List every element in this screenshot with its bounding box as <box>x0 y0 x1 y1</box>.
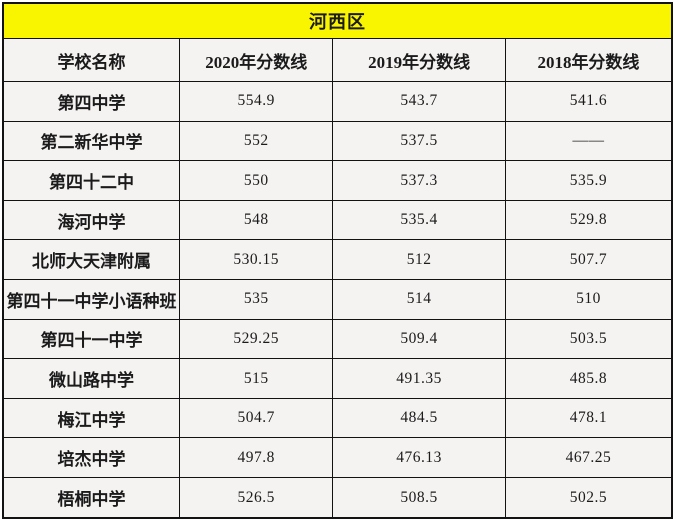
table-row: 第四中学 554.9 543.7 541.6 <box>2 81 673 122</box>
score-2019-cell: 508.5 <box>332 477 506 519</box>
score-2020-cell: 548 <box>179 199 334 241</box>
school-name-cell: 微山路中学 <box>2 358 181 399</box>
score-2020-cell: 554.9 <box>179 81 334 122</box>
score-2020-cell: 550 <box>179 160 334 201</box>
score-2020-cell: 497.8 <box>179 437 334 479</box>
score-2020-cell: 515 <box>179 358 334 399</box>
score-2019-cell: 491.35 <box>332 358 506 399</box>
table-row: 培杰中学 497.8 476.13 467.25 <box>2 437 673 479</box>
score-2018-cell: 507.7 <box>504 239 673 281</box>
table-row: 第四十一中学 529.25 509.4 503.5 <box>2 318 673 360</box>
table-row: 海河中学 548 535.4 529.8 <box>2 199 673 241</box>
score-2020-cell: 526.5 <box>179 477 334 519</box>
school-name-cell: 第二新华中学 <box>2 120 181 162</box>
score-2019-cell: 537.3 <box>332 160 506 201</box>
table-row: 第四十一中学小语种班 535 514 510 <box>2 279 673 320</box>
column-header-2019-scoreline: 2019年分数线 <box>332 38 506 82</box>
table-row: 微山路中学 515 491.35 485.8 <box>2 358 673 399</box>
score-2018-cell: 467.25 <box>504 437 673 479</box>
score-2018-cell: 529.8 <box>504 199 673 241</box>
score-2019-cell: 512 <box>332 239 506 281</box>
table-row: 北师大天津附属 530.15 512 507.7 <box>2 239 673 281</box>
score-2018-cell: 502.5 <box>504 477 673 519</box>
column-header-school-name: 学校名称 <box>2 38 181 82</box>
score-2019-cell: 509.4 <box>332 318 506 360</box>
school-name-cell: 海河中学 <box>2 199 181 241</box>
score-2020-cell: 535 <box>179 279 334 320</box>
score-2019-cell: 543.7 <box>332 81 506 122</box>
school-name-cell: 北师大天津附属 <box>2 239 181 281</box>
score-2018-cell: 541.6 <box>504 81 673 122</box>
school-name-cell: 第四十一中学小语种班 <box>2 279 181 320</box>
school-name-cell: 第四十二中 <box>2 160 181 201</box>
score-2019-cell: 514 <box>332 279 506 320</box>
score-2020-cell: 552 <box>179 120 334 162</box>
table-row: 第二新华中学 552 537.5 —— <box>2 120 673 162</box>
school-name-cell: 梧桐中学 <box>2 477 181 519</box>
score-2018-cell: 478.1 <box>504 397 673 439</box>
district-title: 河西区 <box>2 2 673 39</box>
score-2018-cell: 535.9 <box>504 160 673 201</box>
score-2019-cell: 476.13 <box>332 437 506 479</box>
score-2018-cell: 510 <box>504 279 673 320</box>
table-row: 梅江中学 504.7 484.5 478.1 <box>2 397 673 439</box>
score-2018-cell: —— <box>504 120 673 162</box>
score-2020-cell: 504.7 <box>179 397 334 439</box>
score-2020-cell: 530.15 <box>179 239 334 281</box>
school-name-cell: 第四中学 <box>2 81 181 122</box>
column-header-2018-scoreline: 2018年分数线 <box>504 38 673 82</box>
score-2019-cell: 535.4 <box>332 199 506 241</box>
score-2018-cell: 503.5 <box>504 318 673 360</box>
column-header-2020-scoreline: 2020年分数线 <box>179 38 334 82</box>
title-row: 河西区 <box>2 2 673 39</box>
score-2018-cell: 485.8 <box>504 358 673 399</box>
school-name-cell: 培杰中学 <box>2 437 181 479</box>
table-row: 第四十二中 550 537.3 535.9 <box>2 160 673 201</box>
table-row: 梧桐中学 526.5 508.5 502.5 <box>2 477 673 519</box>
score-2020-cell: 529.25 <box>179 318 334 360</box>
school-name-cell: 梅江中学 <box>2 397 181 439</box>
score-2019-cell: 484.5 <box>332 397 506 439</box>
score-2019-cell: 537.5 <box>332 120 506 162</box>
school-name-cell: 第四十一中学 <box>2 318 181 360</box>
header-row: 学校名称 2020年分数线 2019年分数线 2018年分数线 <box>2 38 673 82</box>
